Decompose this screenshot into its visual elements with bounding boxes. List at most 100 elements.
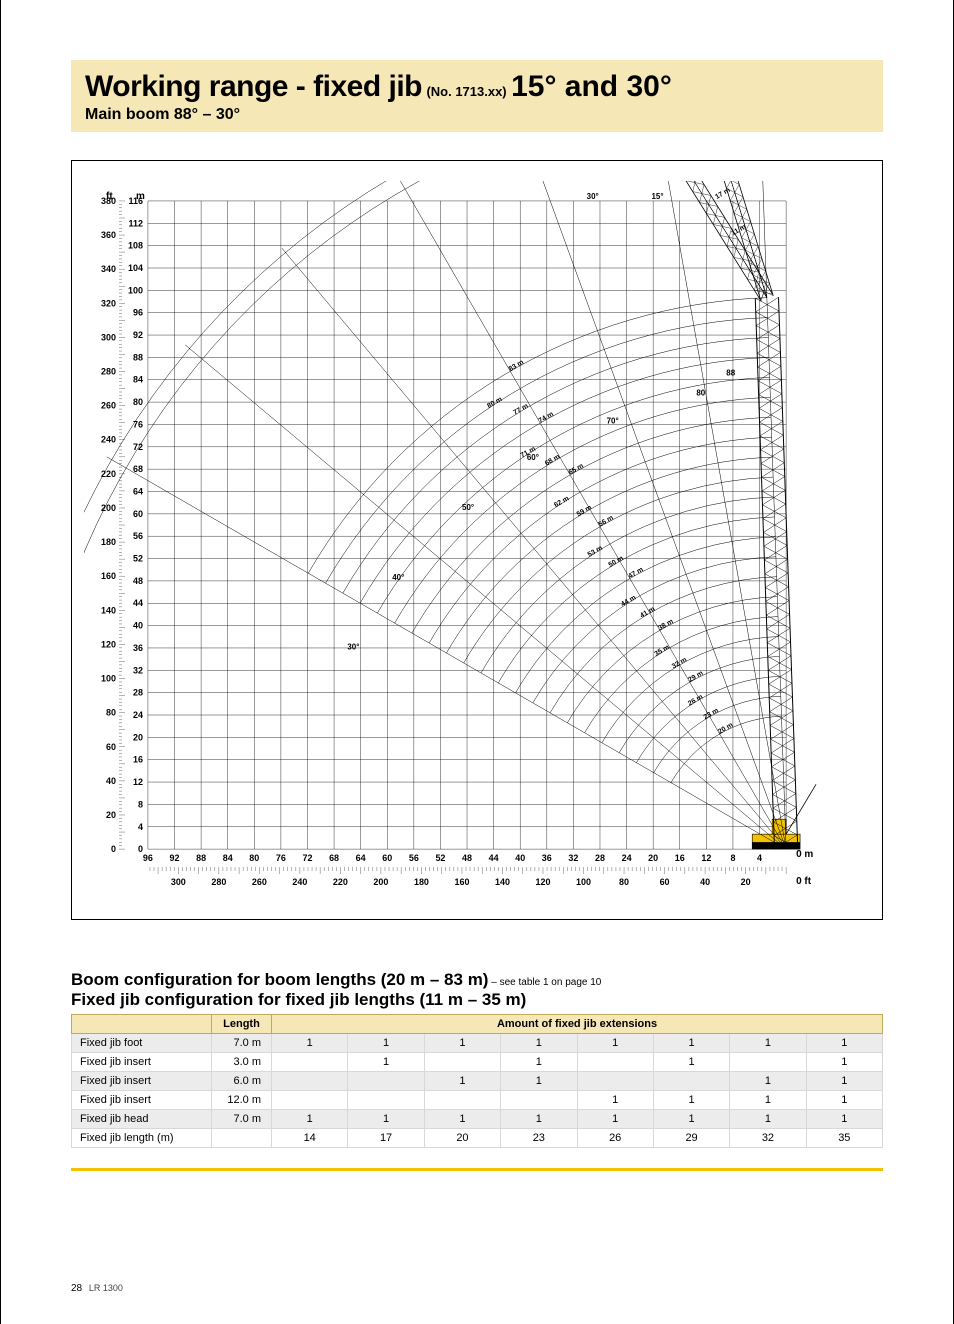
svg-text:96: 96 (133, 308, 143, 318)
svg-text:47 m: 47 m (627, 566, 644, 580)
col-length: Length (212, 1015, 272, 1034)
svg-text:200: 200 (373, 877, 388, 887)
length-labels: 20 m23 m26 m29 m32 m35 m38 m41 m44 m47 m… (486, 181, 747, 736)
svg-text:120: 120 (101, 639, 116, 649)
svg-text:340: 340 (101, 264, 116, 274)
page: Working range - fixed jib (No. 1713.xx) … (0, 0, 954, 1324)
title-paren: (No. 1713.xx) (426, 84, 506, 99)
svg-text:16: 16 (133, 755, 143, 765)
svg-text:56: 56 (133, 531, 143, 541)
svg-text:180: 180 (414, 877, 429, 887)
svg-text:44: 44 (133, 598, 143, 608)
col-amount: Amount of fixed jib extensions (272, 1015, 883, 1034)
svg-text:84: 84 (223, 853, 233, 863)
jib-config-table: Length Amount of fixed jib extensions Fi… (71, 1014, 883, 1148)
svg-text:53 m: 53 m (587, 545, 604, 559)
svg-text:83 m: 83 m (508, 359, 525, 373)
svg-text:280: 280 (211, 877, 226, 887)
svg-text:32: 32 (133, 665, 143, 675)
svg-text:80 m: 80 m (486, 396, 503, 410)
subtitle: Main boom 88° – 30° (85, 106, 869, 124)
divider-yellow (71, 1168, 883, 1171)
svg-text:80: 80 (249, 853, 259, 863)
svg-text:24: 24 (133, 710, 143, 720)
svg-text:20: 20 (648, 853, 658, 863)
svg-text:17 m: 17 m (714, 187, 731, 201)
svg-text:160: 160 (454, 877, 469, 887)
svg-text:36: 36 (542, 853, 552, 863)
svg-text:200: 200 (101, 503, 116, 513)
svg-text:12: 12 (701, 853, 711, 863)
svg-text:0: 0 (111, 844, 116, 854)
svg-text:88: 88 (133, 352, 143, 362)
angle-70: 70° (607, 416, 619, 425)
svg-text:240: 240 (292, 877, 307, 887)
svg-text:28: 28 (595, 853, 605, 863)
svg-text:35 m: 35 m (654, 644, 671, 658)
svg-text:26 m: 26 m (687, 694, 704, 708)
svg-text:60: 60 (106, 742, 116, 752)
svg-text:20: 20 (741, 877, 751, 887)
svg-text:62 m: 62 m (553, 495, 570, 509)
svg-text:100: 100 (101, 674, 116, 684)
svg-text:74 m: 74 m (538, 411, 555, 425)
axis-x-m-unit: 0 m (796, 849, 813, 860)
svg-text:64: 64 (133, 486, 143, 496)
svg-text:96: 96 (143, 853, 153, 863)
svg-text:28: 28 (133, 688, 143, 698)
svg-text:8: 8 (730, 853, 735, 863)
table-row-total: Fixed jib length (m)1417202326293235 (72, 1129, 883, 1148)
chart-svg: 0204060801001201401601802002202402602803… (84, 181, 870, 889)
svg-text:20 m: 20 m (717, 722, 734, 736)
svg-text:140: 140 (495, 877, 510, 887)
table-row: Fixed jib insert3.0 m1111 (72, 1053, 883, 1072)
svg-text:260: 260 (252, 877, 267, 887)
arc-group (84, 181, 786, 849)
svg-text:32: 32 (568, 853, 578, 863)
svg-text:72: 72 (133, 442, 143, 452)
svg-text:120: 120 (536, 877, 551, 887)
page-number: 28 (71, 1283, 82, 1294)
svg-text:92: 92 (170, 853, 180, 863)
svg-text:29 m: 29 m (687, 670, 704, 684)
page-footer: 28 LR 1300 (71, 1283, 123, 1294)
title-main: Working range - fixed jib (85, 70, 422, 103)
svg-text:260: 260 (101, 401, 116, 411)
svg-text:8: 8 (138, 799, 143, 809)
svg-text:100: 100 (128, 285, 143, 295)
svg-text:80: 80 (133, 397, 143, 407)
svg-text:360: 360 (101, 230, 116, 240)
svg-text:12: 12 (133, 777, 143, 787)
svg-text:104: 104 (128, 263, 143, 273)
svg-text:64: 64 (356, 853, 366, 863)
axis-x-ft-unit: 0 ft (796, 876, 812, 887)
angle-30: 30° (347, 643, 359, 652)
svg-text:40: 40 (700, 877, 710, 887)
svg-text:112: 112 (128, 218, 142, 228)
svg-text:36: 36 (133, 643, 143, 653)
svg-text:160: 160 (101, 571, 116, 581)
header-band: Working range - fixed jib (No. 1713.xx) … (71, 60, 883, 132)
svg-text:60: 60 (382, 853, 392, 863)
config-heading-1: Boom configuration for boom lengths (20 … (71, 970, 883, 990)
svg-text:80: 80 (106, 708, 116, 718)
svg-text:68: 68 (329, 853, 339, 863)
svg-text:48: 48 (462, 853, 472, 863)
svg-text:76: 76 (133, 419, 143, 429)
svg-text:52: 52 (133, 554, 143, 564)
svg-text:20: 20 (133, 732, 143, 742)
svg-text:40: 40 (106, 776, 116, 786)
config-heading-2: Fixed jib configuration for fixed jib le… (71, 990, 883, 1010)
svg-text:40: 40 (515, 853, 525, 863)
angle-50: 50° (462, 503, 474, 512)
svg-text:300: 300 (101, 332, 116, 342)
svg-text:4: 4 (138, 822, 143, 832)
svg-text:80: 80 (619, 877, 629, 887)
svg-text:56: 56 (409, 853, 419, 863)
title-angles: 15° and 30° (511, 70, 672, 103)
range-chart: 0204060801001201401601802002202402602803… (71, 160, 883, 920)
table-row: Fixed jib insert6.0 m1111 (72, 1072, 883, 1091)
svg-text:84: 84 (133, 375, 143, 385)
svg-text:60: 60 (133, 509, 143, 519)
svg-text:50 m: 50 m (607, 555, 624, 569)
